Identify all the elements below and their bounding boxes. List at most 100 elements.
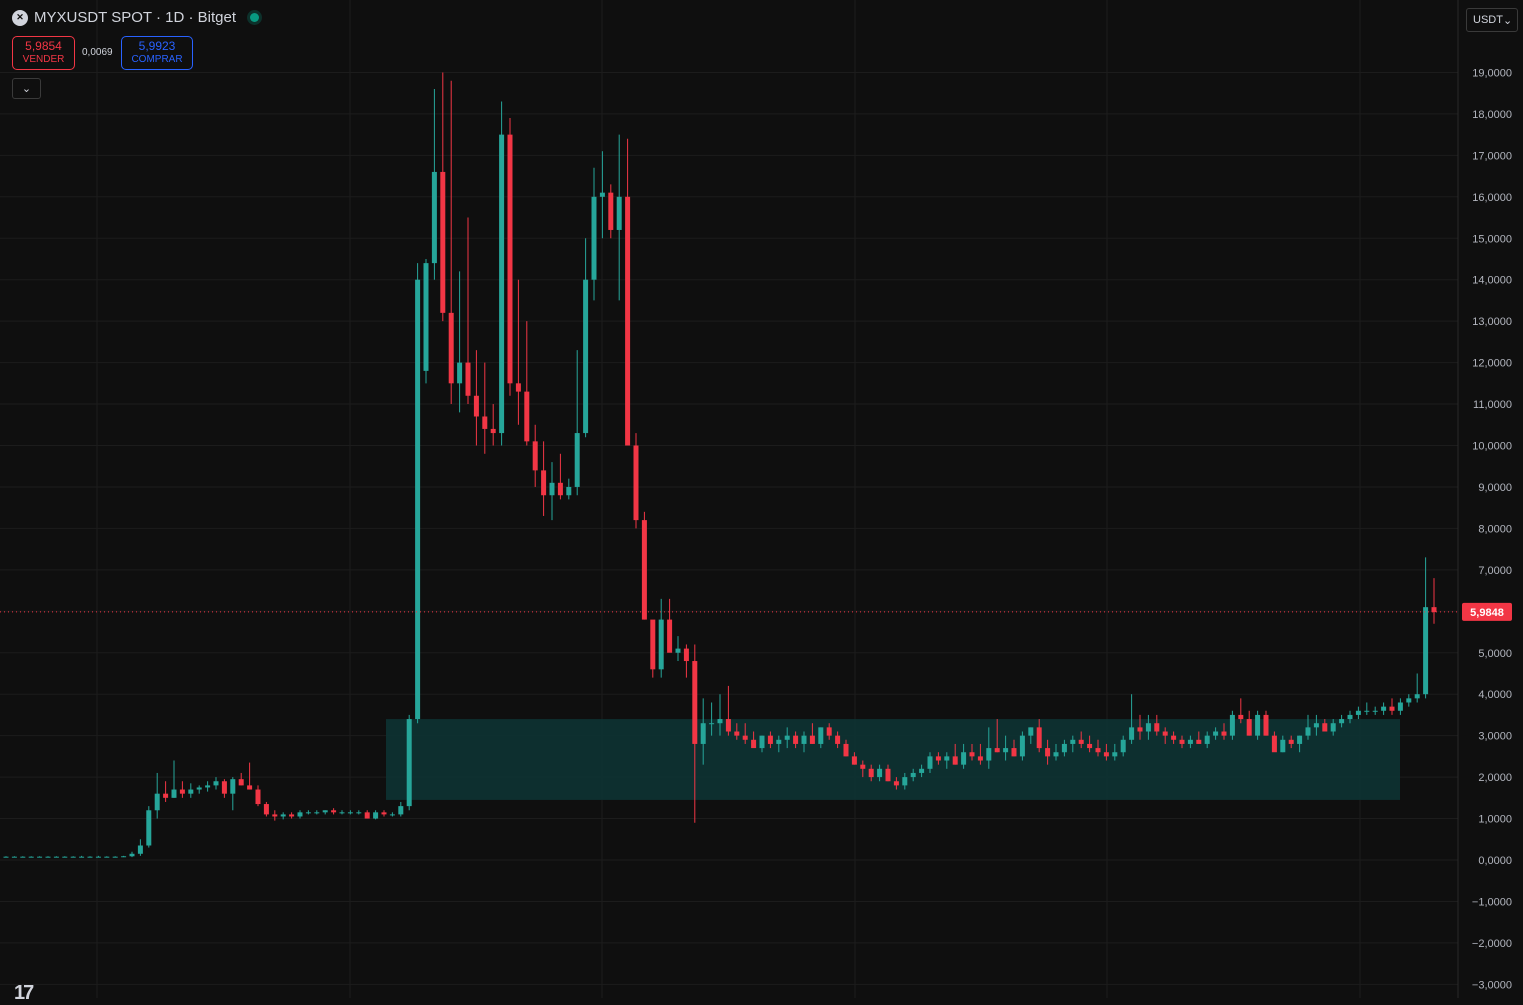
- candle-body: [633, 445, 639, 521]
- candle-body: [583, 279, 589, 434]
- y-tick-label: 12,0000: [1472, 358, 1512, 370]
- candle-body: [171, 789, 177, 798]
- candle-body: [179, 789, 185, 794]
- candle-body: [381, 812, 387, 815]
- candle-body: [902, 777, 908, 786]
- last-price-label: 5,9848: [1470, 607, 1504, 619]
- tradingview-logo-icon[interactable]: 17: [14, 982, 34, 1004]
- candle-body: [692, 661, 698, 744]
- candle-body: [1112, 752, 1118, 757]
- candle-body: [1129, 727, 1135, 740]
- candle-body: [1028, 727, 1034, 736]
- candle-body: [1423, 607, 1429, 695]
- y-tick-label: 14,0000: [1472, 275, 1512, 287]
- buy-button[interactable]: 5,9923 COMPRAR: [121, 36, 193, 70]
- candle-body: [457, 362, 463, 384]
- candle-body: [389, 814, 395, 816]
- candle-body: [112, 856, 118, 858]
- candle-body: [1061, 743, 1067, 753]
- candle-body: [801, 735, 807, 744]
- candle-body: [79, 856, 85, 858]
- candle-body: [1238, 714, 1244, 720]
- candle-body: [809, 735, 815, 744]
- candle-body: [1162, 731, 1168, 736]
- candle-body: [742, 735, 748, 740]
- y-tick-label: 5,0000: [1478, 648, 1512, 660]
- candle-body: [1196, 739, 1202, 744]
- candle-body: [1381, 706, 1387, 711]
- y-tick-label: 18,0000: [1472, 109, 1512, 121]
- candle-body: [910, 772, 916, 778]
- candle-body: [20, 856, 26, 858]
- candle-body: [305, 812, 311, 814]
- candle-body: [163, 793, 169, 798]
- candle-body: [1355, 710, 1361, 715]
- candle-body: [1045, 748, 1051, 757]
- candle-body: [272, 814, 278, 817]
- candle-body: [599, 192, 605, 197]
- candle-body: [1187, 739, 1193, 744]
- candle-body: [826, 727, 832, 736]
- candle-body: [1179, 739, 1185, 744]
- candle-body: [927, 756, 933, 769]
- candle-body: [1154, 723, 1160, 732]
- candle-body: [700, 723, 706, 744]
- y-tick-label: 0,0000: [1478, 855, 1512, 867]
- candle-body: [247, 785, 253, 790]
- candle-body: [524, 391, 530, 442]
- candle-body: [1255, 714, 1261, 736]
- y-tick-label: −3,0000: [1472, 979, 1512, 991]
- sell-button[interactable]: 5,9854 VENDER: [12, 36, 75, 70]
- market-open-dot-icon: [250, 13, 259, 22]
- y-tick-label: 11,0000: [1473, 399, 1512, 411]
- candle-body: [104, 856, 110, 858]
- candle-body: [28, 856, 34, 858]
- collapse-toggle-button[interactable]: ⌄: [12, 78, 41, 99]
- candle-body: [297, 812, 303, 817]
- candle-body: [515, 383, 521, 392]
- candle-body: [566, 486, 572, 496]
- last-price-badge: [1462, 602, 1512, 621]
- chevron-down-icon: ⌄: [1502, 14, 1513, 27]
- y-tick-label: 13,0000: [1472, 316, 1512, 328]
- candle-body: [490, 428, 496, 434]
- candle-body: [608, 192, 614, 230]
- candle-body: [238, 779, 244, 786]
- candle-body: [952, 756, 958, 765]
- candle-body: [532, 441, 538, 471]
- currency-selector[interactable]: USDT ⌄: [1466, 8, 1518, 32]
- candle-body: [423, 263, 429, 371]
- candle-body: [473, 395, 479, 417]
- candle-body: [1213, 731, 1219, 736]
- candle-body: [944, 756, 950, 761]
- y-tick-label: 7,0000: [1478, 565, 1512, 577]
- candle-body: [683, 648, 689, 662]
- candle-body: [448, 312, 454, 384]
- y-tick-label: 4,0000: [1478, 689, 1512, 701]
- candle-body: [658, 619, 664, 670]
- candle-body: [347, 812, 353, 814]
- candle-body: [1297, 735, 1303, 744]
- candle-body: [70, 856, 76, 858]
- candle-body: [1330, 723, 1336, 732]
- candle-body: [591, 196, 597, 280]
- candle-body: [868, 768, 874, 778]
- candle-body: [331, 810, 337, 813]
- candle-body: [1305, 727, 1311, 736]
- candle-body: [877, 768, 883, 778]
- candle-body: [499, 134, 505, 434]
- candle-body: [1003, 748, 1009, 753]
- candle-body: [213, 781, 219, 786]
- candle-body: [1372, 710, 1378, 712]
- candle-body: [1347, 714, 1353, 720]
- candle-body: [53, 856, 59, 858]
- candle-body: [1221, 731, 1227, 736]
- candle-body: [709, 723, 715, 725]
- candle-body: [507, 134, 513, 384]
- candle-body: [835, 735, 841, 744]
- symbol-header[interactable]: ✕ MYXUSDT SPOT · 1D · Bitget: [12, 9, 259, 26]
- y-tick-label: 17,0000: [1472, 150, 1512, 162]
- y-tick-label: 15,0000: [1472, 233, 1512, 245]
- candle-body: [364, 812, 370, 819]
